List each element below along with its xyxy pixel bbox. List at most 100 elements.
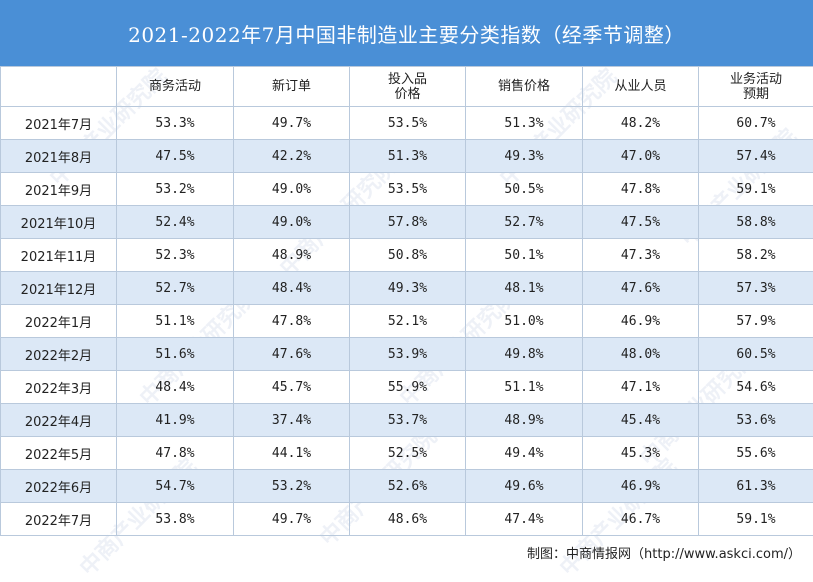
table-cell: 57.4%	[699, 140, 813, 173]
table-cell: 57.3%	[699, 272, 813, 305]
table-cell: 48.2%	[583, 107, 699, 140]
table-cell: 52.6%	[350, 470, 466, 503]
row-label: 2021年11月	[1, 239, 117, 272]
page: 中商产业研究院中商产业研究院中商产业研究院中商产业研究院中商产业研究院中商产业研…	[0, 0, 813, 567]
table-cell: 52.7%	[466, 206, 583, 239]
row-label: 2022年4月	[1, 404, 117, 437]
row-label: 2021年8月	[1, 140, 117, 173]
column-header: 商务活动	[117, 67, 234, 107]
table-cell: 49.0%	[234, 206, 350, 239]
table-cell: 46.7%	[583, 503, 699, 536]
row-label: 2021年12月	[1, 272, 117, 305]
table-cell: 52.7%	[117, 272, 234, 305]
table-cell: 41.9%	[117, 404, 234, 437]
table-cell: 52.1%	[350, 305, 466, 338]
table-cell: 48.6%	[350, 503, 466, 536]
table-cell: 51.1%	[117, 305, 234, 338]
row-label: 2022年7月	[1, 503, 117, 536]
table-cell: 55.9%	[350, 371, 466, 404]
table-cell: 49.7%	[234, 107, 350, 140]
column-header: 从业人员	[583, 67, 699, 107]
table-cell: 44.1%	[234, 437, 350, 470]
table-cell: 49.3%	[466, 140, 583, 173]
table-cell: 47.0%	[583, 140, 699, 173]
row-label: 2022年2月	[1, 338, 117, 371]
table-cell: 49.3%	[350, 272, 466, 305]
table-cell: 49.4%	[466, 437, 583, 470]
table-cell: 53.9%	[350, 338, 466, 371]
table-cell: 45.4%	[583, 404, 699, 437]
table-cell: 49.8%	[466, 338, 583, 371]
table-cell: 58.2%	[699, 239, 813, 272]
table-cell: 47.4%	[466, 503, 583, 536]
table-cell: 53.5%	[350, 107, 466, 140]
table-cell: 49.6%	[466, 470, 583, 503]
table-cell: 54.6%	[699, 371, 813, 404]
table-cell: 57.9%	[699, 305, 813, 338]
table-cell: 61.3%	[699, 470, 813, 503]
table-cell: 49.0%	[234, 173, 350, 206]
table-cell: 47.6%	[234, 338, 350, 371]
table-cell: 45.7%	[234, 371, 350, 404]
table-cell: 51.1%	[466, 371, 583, 404]
table-cell: 52.5%	[350, 437, 466, 470]
table-cell: 53.5%	[350, 173, 466, 206]
table-cell: 53.7%	[350, 404, 466, 437]
table-cell: 47.8%	[234, 305, 350, 338]
table-cell: 54.7%	[117, 470, 234, 503]
row-label: 2022年5月	[1, 437, 117, 470]
table-cell: 53.3%	[117, 107, 234, 140]
row-label: 2022年1月	[1, 305, 117, 338]
column-header: 销售价格	[466, 67, 583, 107]
row-label: 2022年6月	[1, 470, 117, 503]
table-cell: 50.8%	[350, 239, 466, 272]
table-cell: 46.9%	[583, 470, 699, 503]
table-title: 2021-2022年7月中国非制造业主要分类指数（经季节调整）	[0, 0, 813, 66]
row-label: 2021年9月	[1, 173, 117, 206]
table-cell: 52.4%	[117, 206, 234, 239]
table-cell: 47.8%	[117, 437, 234, 470]
column-header	[1, 67, 117, 107]
source-note: 制图：中商情报网（http://www.askci.com/）	[527, 537, 801, 567]
table-cell: 48.9%	[234, 239, 350, 272]
column-header: 业务活动预期	[699, 67, 813, 107]
table-cell: 59.1%	[699, 173, 813, 206]
table-cell: 51.3%	[350, 140, 466, 173]
table-cell: 60.7%	[699, 107, 813, 140]
table-cell: 51.0%	[466, 305, 583, 338]
table-cell: 47.3%	[583, 239, 699, 272]
table-cell: 47.5%	[117, 140, 234, 173]
table-cell: 48.1%	[466, 272, 583, 305]
table-cell: 57.8%	[350, 206, 466, 239]
table-cell: 55.6%	[699, 437, 813, 470]
row-label: 2022年3月	[1, 371, 117, 404]
table-cell: 51.6%	[117, 338, 234, 371]
table-cell: 52.3%	[117, 239, 234, 272]
table-cell: 47.1%	[583, 371, 699, 404]
table-cell: 47.6%	[583, 272, 699, 305]
table-cell: 50.5%	[466, 173, 583, 206]
table-cell: 48.0%	[583, 338, 699, 371]
table-cell: 60.5%	[699, 338, 813, 371]
table-cell: 53.6%	[699, 404, 813, 437]
table-cell: 53.2%	[234, 470, 350, 503]
table-cell: 58.8%	[699, 206, 813, 239]
header-row: 商务活动新订单投入品价格销售价格从业人员业务活动预期	[1, 67, 813, 107]
table-cell: 47.8%	[583, 173, 699, 206]
table-cell: 48.9%	[466, 404, 583, 437]
